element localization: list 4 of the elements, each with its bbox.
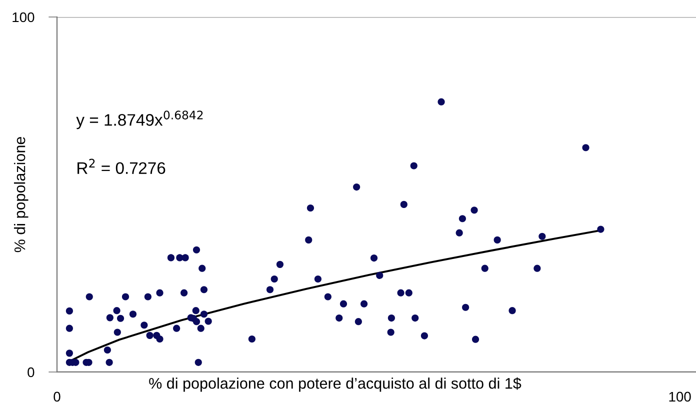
- y-axis-title: % di popolazione: [14, 136, 28, 252]
- annotation: R$^{2}$ = 0.7276: [78, 158, 166, 174]
- annotation: y = 1.8749x$^{0.6842}$: [76, 110, 203, 130]
- x-axis-title: % di popolazione con potere d’acquisto al di sotto di 1$: [149, 377, 522, 392]
